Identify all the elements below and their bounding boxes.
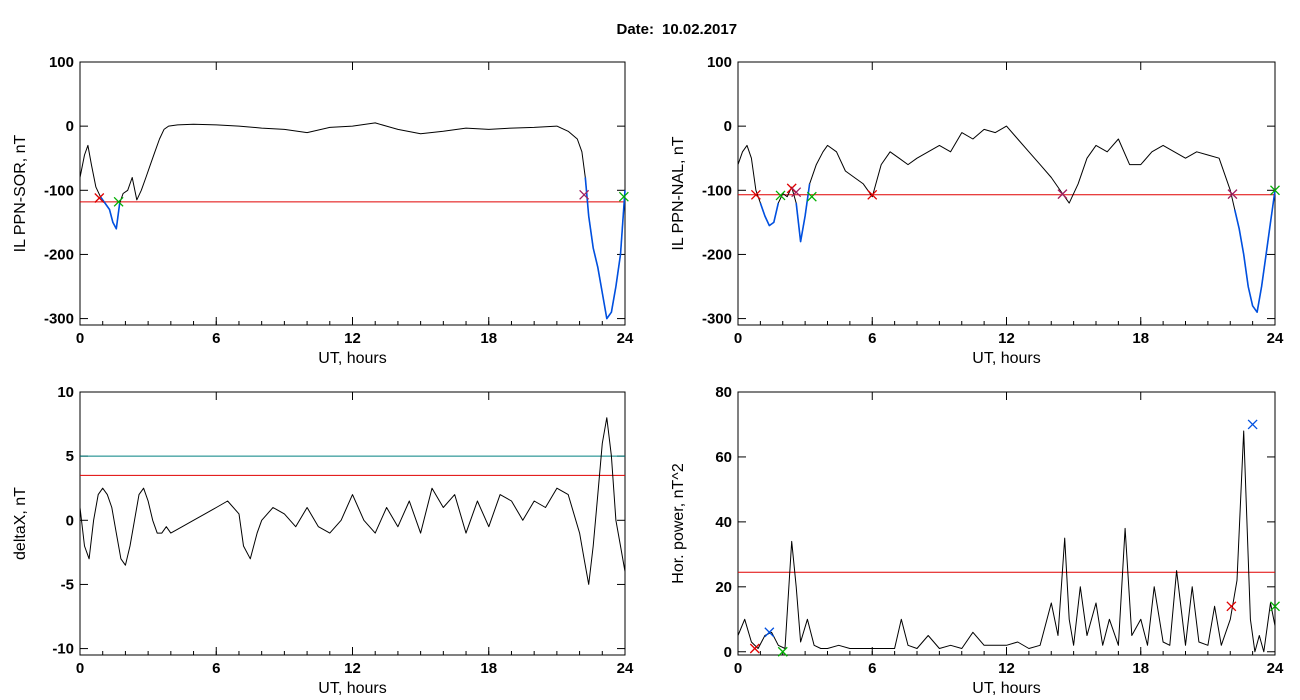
highlight-series-line [1233, 190, 1276, 314]
x-tick-label: 12 [998, 330, 1015, 347]
y-tick-label: 0 [66, 118, 74, 135]
x-tick-label: 24 [617, 660, 634, 677]
y-tick-label: -10 [52, 641, 74, 658]
cross-marker [791, 187, 802, 198]
highlight-series-line [584, 177, 626, 320]
y-tick-label: 80 [715, 384, 732, 401]
x-tick-label: 24 [617, 330, 634, 347]
y-axis-title: IL PPN-SOR, nT [12, 134, 29, 252]
cross-marker [764, 627, 775, 638]
cross-marker [750, 189, 761, 200]
x-tick-label: 18 [1132, 660, 1149, 677]
plot-frame [79, 391, 626, 656]
data-series-line [79, 417, 626, 585]
cross-marker [867, 189, 878, 200]
date-label: Date: [616, 21, 654, 38]
x-axis-title: UT, hours [972, 680, 1040, 697]
cross-marker [806, 191, 817, 202]
y-tick-label: 40 [715, 514, 732, 531]
y-tick-label: 100 [707, 54, 732, 71]
highlight-series-line [759, 202, 780, 227]
x-tick-label: 12 [998, 660, 1015, 677]
y-tick-label: 10 [57, 384, 74, 401]
x-tick-label: 12 [344, 660, 361, 677]
y-tick-label: 20 [715, 579, 732, 596]
cross-marker [1227, 189, 1238, 200]
x-tick-label: 0 [76, 330, 84, 347]
cross-marker [1270, 601, 1280, 612]
x-tick-label: 24 [1267, 660, 1284, 677]
y-axis-title: IL PPN-NAL, nT [670, 136, 687, 250]
data-series-line [737, 125, 1276, 313]
date-value: 10.02.2017 [662, 21, 737, 38]
cross-marker [1226, 601, 1237, 612]
x-axis-title: UT, hours [318, 350, 386, 367]
x-tick-label: 6 [868, 660, 876, 677]
y-tick-label: 0 [66, 512, 74, 529]
x-tick-label: 24 [1267, 330, 1284, 347]
y-axis-title: deltaX, nT [12, 487, 29, 560]
y-tick-label: -200 [702, 246, 732, 263]
y-tick-label: 60 [715, 449, 732, 466]
cross-marker [777, 646, 788, 657]
data-series-line [737, 430, 1276, 653]
x-tick-label: 0 [734, 330, 742, 347]
x-tick-label: 6 [868, 330, 876, 347]
y-tick-label: -100 [702, 182, 732, 199]
x-tick-label: 12 [344, 330, 361, 347]
cross-marker [775, 190, 786, 201]
plot-frame [79, 61, 626, 326]
x-tick-label: 18 [1132, 330, 1149, 347]
x-tick-label: 6 [212, 660, 220, 677]
x-tick-label: 18 [480, 660, 497, 677]
y-axis-title: Hor. power, nT^2 [670, 463, 687, 584]
cross-marker [749, 643, 760, 654]
plot-frame [737, 61, 1276, 326]
y-tick-label: -5 [61, 576, 74, 593]
plot-frame [737, 391, 1276, 656]
panel-il-ppn-nal: UT, hours IL PPN-NAL, nT 0 6 12 18 24 100 0 -10… [670, 54, 1284, 367]
x-tick-label: 18 [480, 330, 497, 347]
y-tick-label: 100 [49, 54, 74, 71]
x-tick-label: 0 [76, 660, 84, 677]
cross-marker [579, 189, 590, 200]
cross-marker [113, 196, 124, 207]
y-tick-label: -300 [702, 311, 732, 328]
x-axis-title: UT, hours [318, 680, 386, 697]
highlight-series-line [795, 183, 811, 243]
y-tick-label: -200 [44, 246, 74, 263]
cross-marker [94, 193, 105, 203]
data-series-line [79, 122, 626, 320]
cross-marker [618, 191, 629, 202]
y-tick-label: 5 [66, 448, 74, 465]
x-tick-label: 6 [212, 330, 220, 347]
panel-il-ppn-sor: UT, hours IL PPN-SOR, nT 0 6 12 18 24 100 0 -10… [12, 54, 634, 367]
x-tick-label: 0 [734, 660, 742, 677]
panel-deltax: UT, hours deltaX, nT 0 6 12 18 24 10 5 0 -5 -10 [12, 384, 634, 697]
y-tick-label: -300 [44, 311, 74, 328]
figure-title: Date: 10.02.2017 [616, 21, 737, 38]
y-tick-label: 0 [724, 644, 732, 661]
cross-marker [1057, 189, 1068, 200]
y-tick-label: 0 [724, 118, 732, 135]
cross-marker [1247, 419, 1258, 430]
panel-hor-power: UT, hours Hor. power, nT^2 0 6 12 18 24 80 60 4… [670, 384, 1284, 697]
cross-marker [1270, 185, 1280, 196]
y-tick-label: -100 [44, 182, 74, 199]
x-axis-title: UT, hours [972, 350, 1040, 367]
